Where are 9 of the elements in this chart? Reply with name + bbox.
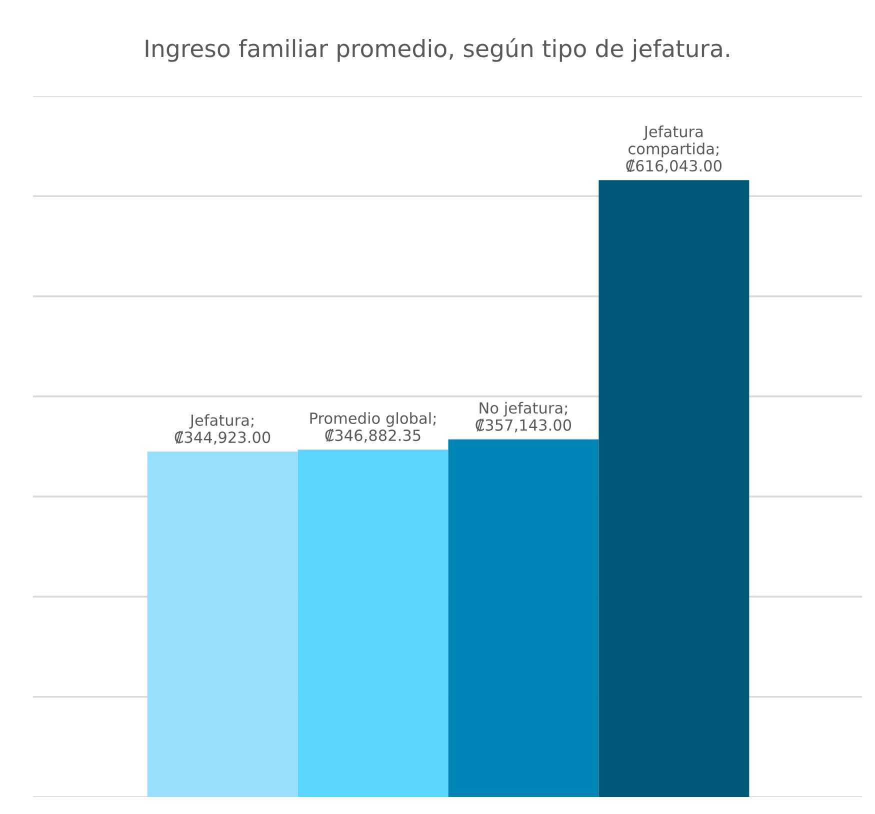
- bar: [598, 180, 750, 797]
- bar: [298, 450, 448, 797]
- data-label: Promedio global; ₡346,882.35: [310, 412, 436, 443]
- data-label: Jefatura; ₡344,923.00: [174, 414, 270, 445]
- bar: [147, 452, 298, 797]
- bar: [448, 439, 599, 797]
- chart-title: Ingreso familiar promedio, según tipo de jefatura.: [146, 38, 729, 62]
- data-label: No jefatura; ₡357,143.00: [476, 402, 572, 432]
- data-label: Jefatura compartida; ₡616,043.00: [626, 126, 722, 174]
